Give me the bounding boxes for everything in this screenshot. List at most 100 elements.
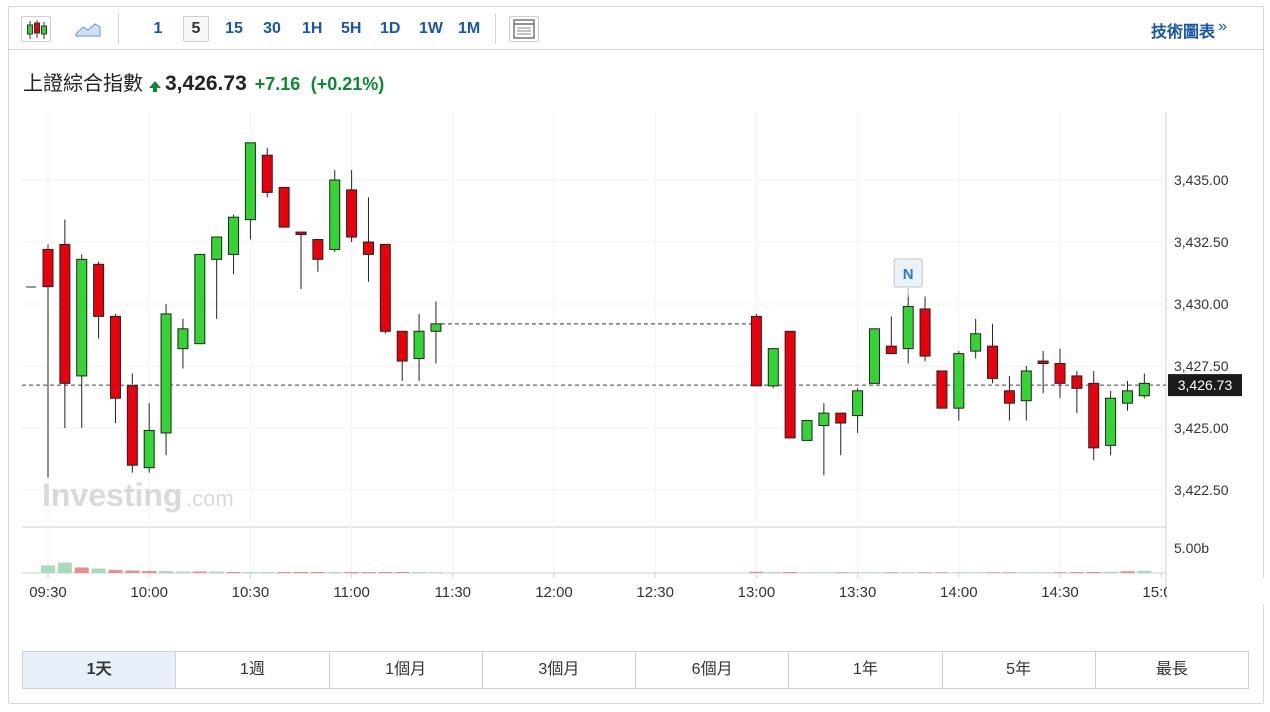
candle-1320[interactable]	[818, 412, 830, 427]
chart-widget: 技術圖表 » 1 5 15 30 1H 5H 1D 1W 1M 上證綜合指數 3,426.73 +7…	[8, 6, 1264, 704]
candle-1325[interactable]	[835, 412, 847, 424]
timeframe-1m-button[interactable]: 1M	[458, 20, 481, 37]
candle-1405[interactable]	[970, 333, 982, 352]
volume-bar	[1120, 571, 1135, 573]
timeframe-1d-button[interactable]: 1D	[380, 20, 401, 37]
y-axis-tick-label: 3,435.00	[1174, 172, 1229, 188]
area-chart-icon[interactable]	[73, 16, 103, 42]
x-axis-tick-label: 14:00	[940, 584, 978, 601]
candle-1425[interactable]	[1037, 360, 1049, 365]
volume-bar	[192, 571, 207, 573]
candle-1300[interactable]	[750, 315, 762, 387]
candle-1055[interactable]	[329, 179, 341, 250]
candle-1025[interactable]	[228, 216, 240, 255]
range-button-7[interactable]: 最長	[1095, 652, 1248, 688]
price-change: +7.16	[254, 74, 301, 94]
volume-bar	[850, 572, 865, 573]
volume-bar	[934, 572, 949, 573]
volume-bar	[209, 571, 224, 573]
volume-bar	[1053, 572, 1067, 573]
toolbar-divider	[495, 13, 496, 44]
candle-1005[interactable]	[160, 313, 172, 434]
volume-bar	[91, 568, 106, 573]
candlestick-chart-icon[interactable]	[21, 16, 51, 42]
timeframe-1h-button[interactable]: 1H	[302, 20, 323, 37]
candle-1310[interactable]	[784, 330, 796, 439]
candle-1100[interactable]	[346, 189, 358, 238]
range-button-2[interactable]: 1個月	[329, 652, 483, 688]
candle-1045[interactable]	[295, 231, 307, 236]
price-chart[interactable]: Investing .com N 3,435.00 3,432.50 3,430.00 3,…	[0, 0, 1270, 640]
layout-icon[interactable]	[509, 16, 539, 42]
candle-1345[interactable]	[902, 305, 914, 350]
candle-1110[interactable]	[379, 243, 391, 332]
timeframe-15-button[interactable]: 15	[225, 20, 243, 37]
candle-1455[interactable]	[1138, 382, 1150, 397]
range-button-3[interactable]: 3個月	[482, 652, 636, 688]
timeframe-5-button[interactable]: 5	[183, 16, 209, 42]
candle-1440[interactable]	[1088, 382, 1100, 449]
candle-1000[interactable]	[143, 429, 155, 469]
watermark-suffix: .com	[186, 486, 234, 511]
y-axis-tick-label: 3,425.00	[1174, 420, 1229, 436]
candle-1050[interactable]	[312, 239, 324, 260]
volume-bar	[159, 571, 174, 573]
volume-bar	[1069, 572, 1084, 573]
candle-0950[interactable]	[109, 315, 121, 399]
timeframe-5h-button[interactable]: 5H	[341, 20, 362, 37]
range-button-4[interactable]: 6個月	[636, 652, 790, 688]
candle-1030[interactable]	[244, 142, 256, 221]
candle-1020[interactable]	[211, 236, 223, 260]
volume-bar	[310, 572, 325, 573]
candle-1035[interactable]	[261, 154, 273, 193]
candle-1340[interactable]	[885, 345, 897, 355]
range-button-6[interactable]: 5年	[942, 652, 1096, 688]
candle-1415[interactable]	[1003, 390, 1015, 404]
volume-bar	[344, 572, 359, 573]
timeframe-1w-button[interactable]: 1W	[419, 20, 443, 37]
volume-bar	[260, 572, 275, 573]
candle-1125[interactable]	[430, 323, 442, 332]
volume-bar	[1137, 570, 1152, 573]
candle-0940[interactable]	[76, 258, 88, 377]
candle-1315[interactable]	[801, 420, 813, 441]
volume-bar	[74, 567, 89, 573]
candle-1015[interactable]	[194, 253, 206, 345]
candle-0935[interactable]	[59, 243, 71, 384]
y-axis-tick-label: 3,432.50	[1174, 234, 1229, 250]
technical-chart-link[interactable]: 技術圖表	[1150, 24, 1215, 41]
candle-1105[interactable]	[362, 241, 374, 255]
candle-1450[interactable]	[1121, 390, 1133, 404]
range-button-0[interactable]: 1天	[23, 652, 177, 688]
last-price-badge-label: 3,426.73	[1178, 377, 1233, 393]
candle-1330[interactable]	[852, 390, 864, 417]
candle-1305[interactable]	[767, 348, 779, 387]
candle-1115[interactable]	[396, 330, 408, 362]
candle-1435[interactable]	[1071, 375, 1083, 389]
candle-1445[interactable]	[1105, 397, 1117, 446]
news-annotation-marker[interactable]	[893, 258, 923, 288]
timeframe-30-button[interactable]: 30	[263, 20, 281, 37]
volume-bar	[816, 572, 831, 573]
timeframe-1-button[interactable]: 1	[153, 20, 163, 37]
x-axis-tick-label: 10:30	[232, 584, 270, 601]
candle-1430[interactable]	[1054, 363, 1066, 384]
range-button-1[interactable]: 1週	[176, 652, 330, 688]
candle-1350[interactable]	[919, 308, 931, 357]
candle-0955[interactable]	[126, 385, 138, 466]
last-price-badge	[1168, 374, 1242, 397]
candle-1355[interactable]	[936, 370, 948, 409]
candle-1335[interactable]	[868, 328, 880, 384]
candle-1420[interactable]	[1020, 370, 1032, 402]
candle-0930[interactable]	[42, 248, 54, 288]
candle-1400[interactable]	[953, 353, 965, 409]
volume-bar	[142, 571, 157, 573]
candle-1040[interactable]	[278, 186, 290, 228]
candle-1010[interactable]	[177, 328, 189, 350]
double-chevron-right-icon[interactable]: »	[1218, 18, 1227, 35]
candle-1410[interactable]	[987, 345, 999, 379]
candle-0945[interactable]	[93, 263, 105, 317]
volume-bar	[783, 572, 798, 573]
candle-1120[interactable]	[413, 330, 425, 360]
range-button-5[interactable]: 1年	[789, 652, 943, 688]
